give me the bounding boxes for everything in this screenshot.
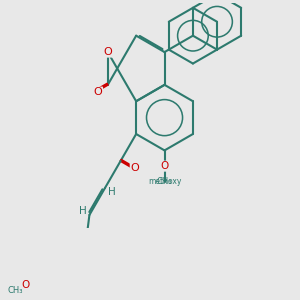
Text: O: O <box>130 163 139 173</box>
Text: O: O <box>160 161 169 171</box>
Text: methoxy: methoxy <box>148 177 181 186</box>
Text: O: O <box>22 280 30 290</box>
Text: O: O <box>93 87 103 97</box>
Text: H: H <box>107 187 116 197</box>
Text: O: O <box>130 163 140 173</box>
Text: O: O <box>22 280 30 290</box>
Text: H: H <box>108 187 116 197</box>
Text: O: O <box>93 87 102 97</box>
Text: H: H <box>79 206 86 216</box>
Text: CH₃: CH₃ <box>157 177 172 186</box>
Text: H: H <box>78 206 87 216</box>
Text: O: O <box>103 47 112 57</box>
Text: O: O <box>103 47 112 57</box>
Text: O: O <box>160 161 169 171</box>
Text: CH₃: CH₃ <box>8 286 23 296</box>
